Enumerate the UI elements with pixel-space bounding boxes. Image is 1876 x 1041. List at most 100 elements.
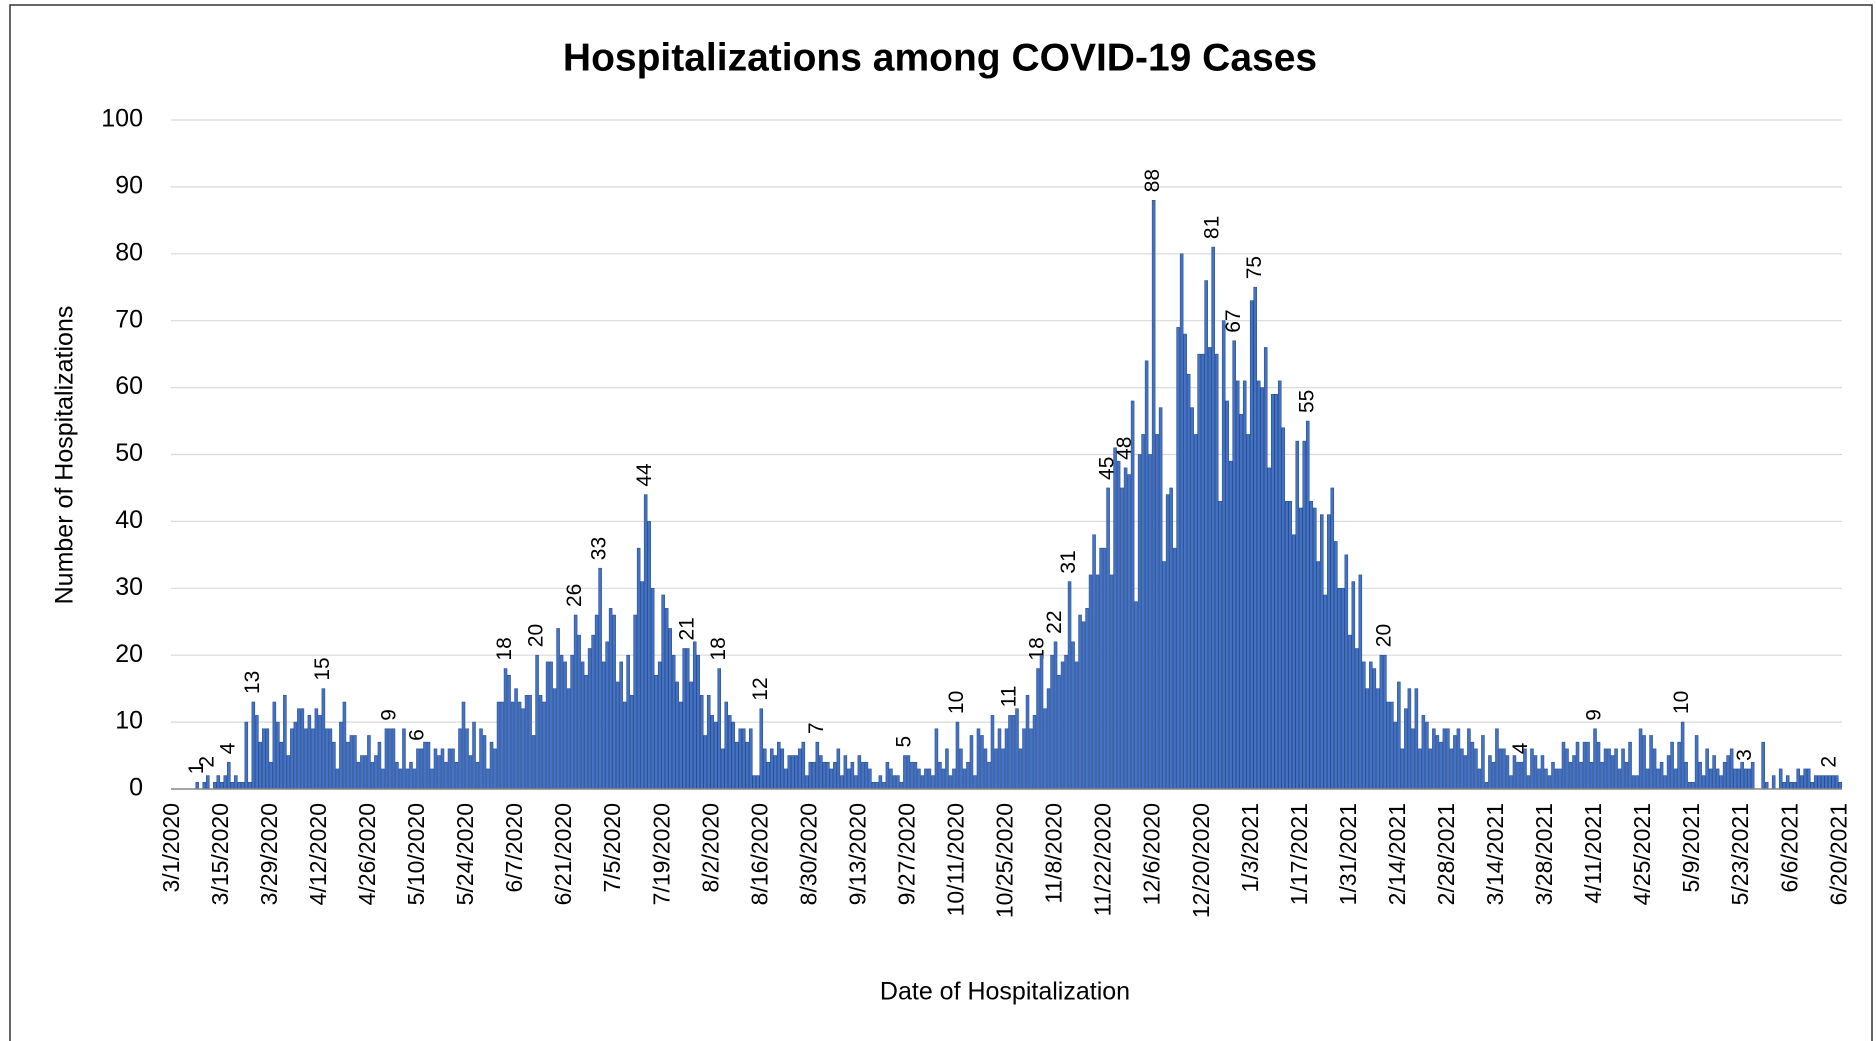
bar — [1144, 360, 1149, 790]
bar — [1414, 688, 1419, 790]
bar — [1558, 768, 1562, 790]
bar — [1193, 434, 1198, 790]
bar — [409, 761, 413, 790]
bar — [1127, 474, 1131, 790]
bar — [423, 741, 427, 790]
bar — [283, 695, 287, 790]
bar — [910, 761, 914, 790]
bar — [1281, 427, 1286, 790]
bar — [1439, 741, 1443, 790]
bar — [1785, 775, 1790, 790]
bar — [1491, 761, 1496, 790]
bar — [1092, 534, 1096, 790]
bar — [1137, 454, 1142, 790]
bar — [1228, 460, 1233, 790]
y-tick-label: 0 — [129, 774, 143, 802]
bar — [1684, 761, 1688, 790]
y-tick-label: 50 — [115, 439, 143, 467]
bar — [1603, 748, 1608, 790]
x-tick-label: 7/5/2020 — [599, 803, 625, 893]
bar — [836, 748, 841, 790]
data-label: 10 — [1670, 691, 1693, 714]
bar — [710, 715, 715, 790]
bar — [1624, 761, 1629, 790]
bar — [318, 715, 322, 790]
bar — [945, 748, 949, 790]
bar — [1169, 487, 1173, 790]
bar — [1404, 708, 1408, 790]
bar — [1309, 501, 1314, 790]
bar — [1502, 748, 1506, 790]
bar — [1810, 782, 1814, 790]
bar — [349, 735, 354, 790]
bar — [934, 728, 939, 790]
bar — [675, 681, 679, 790]
bar — [458, 728, 462, 790]
bar — [444, 761, 448, 790]
y-tick-label: 80 — [115, 238, 143, 266]
x-tick-label: 4/26/2020 — [354, 803, 380, 905]
data-label: 3 — [1733, 749, 1756, 761]
bar — [1186, 373, 1191, 790]
bar — [1225, 400, 1229, 790]
bar — [605, 641, 609, 790]
y-tick-label: 30 — [115, 573, 143, 601]
data-label: 15 — [311, 657, 334, 680]
bar — [213, 782, 217, 790]
bar — [1305, 420, 1310, 790]
bar — [1813, 775, 1818, 790]
bar — [720, 748, 725, 790]
bar — [255, 715, 259, 790]
bar — [545, 661, 550, 790]
bar — [955, 721, 960, 790]
data-label: 33 — [588, 537, 611, 560]
bar — [405, 768, 410, 790]
x-tick-label: 5/9/2021 — [1678, 803, 1704, 893]
bar — [1523, 748, 1527, 790]
bar — [1771, 775, 1776, 790]
bar — [1670, 741, 1674, 790]
y-tick-label: 70 — [115, 305, 143, 333]
data-label: 7 — [805, 722, 828, 734]
x-tick-label: 11/22/2020 — [1090, 803, 1116, 916]
bar — [1831, 775, 1836, 790]
bar — [840, 775, 844, 790]
bar — [875, 782, 879, 790]
bar — [1179, 253, 1184, 790]
bar — [1165, 494, 1170, 790]
bar — [801, 741, 806, 790]
bar — [1113, 447, 1117, 790]
bar — [412, 768, 417, 790]
data-label: 22 — [1043, 610, 1066, 633]
bar — [482, 735, 487, 790]
bar — [1467, 728, 1471, 790]
bar — [272, 701, 277, 790]
bar — [1561, 741, 1566, 790]
bar — [1022, 728, 1026, 790]
data-label: 31 — [1057, 550, 1080, 573]
bar — [1792, 782, 1797, 790]
bar — [612, 614, 616, 790]
bar — [1673, 768, 1678, 790]
bar — [388, 728, 392, 790]
bar — [622, 701, 627, 790]
bar — [1708, 768, 1713, 790]
bar — [332, 741, 336, 790]
bar — [265, 728, 270, 790]
bar — [703, 735, 708, 790]
data-label: 55 — [1295, 390, 1318, 413]
bar — [1116, 460, 1121, 790]
bar — [664, 608, 669, 790]
bar — [1001, 748, 1005, 790]
bar — [1764, 782, 1769, 790]
bar — [1400, 748, 1405, 790]
bar — [1533, 755, 1538, 790]
bar — [1596, 741, 1601, 790]
bar — [430, 768, 434, 790]
bar — [563, 661, 567, 790]
bar — [426, 741, 431, 790]
bar — [636, 547, 641, 790]
data-label: 4 — [216, 742, 239, 754]
bar — [227, 761, 231, 790]
bar — [1134, 601, 1138, 790]
